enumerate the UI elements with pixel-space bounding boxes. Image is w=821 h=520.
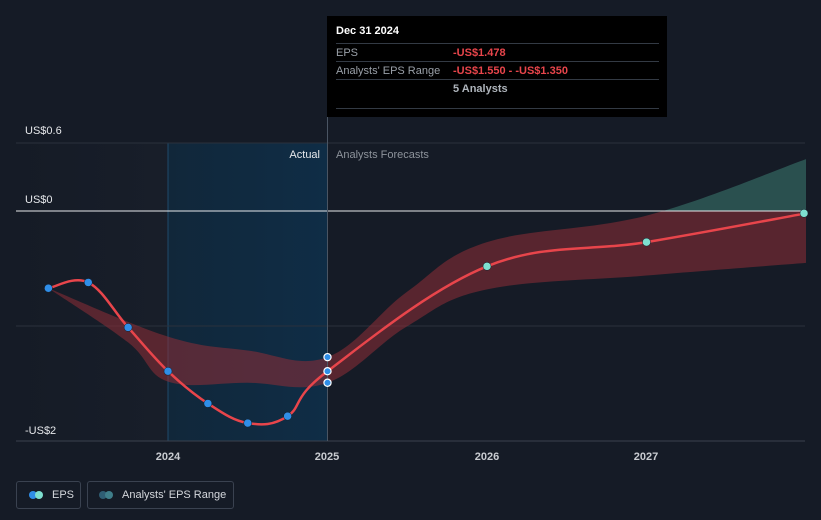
- eps-range-marker: [323, 378, 332, 387]
- legend-label: Analysts' EPS Range: [122, 489, 227, 501]
- tooltip-analyst-count: 5 Analysts: [453, 83, 508, 95]
- eps-range-marker: [323, 352, 332, 362]
- range-band-positive: [662, 159, 806, 211]
- tooltip-date: Dec 31 2024: [336, 25, 399, 37]
- eps-actual-point: [203, 399, 213, 408]
- legend-item-eps[interactable]: EPS: [16, 481, 81, 509]
- eps-actual-point: [163, 366, 173, 376]
- eps-forecast-point: [482, 262, 492, 271]
- eps-actual-point: [123, 323, 133, 332]
- tooltip-value: -US$1.550 - -US$1.350: [453, 64, 568, 77]
- x-tick-label: 2025: [315, 451, 339, 463]
- eps-actual-point: [283, 411, 292, 421]
- eps-range-marker: [323, 367, 332, 376]
- eps-forecast-point: [642, 237, 651, 247]
- tooltip-label: EPS: [336, 46, 359, 59]
- x-tick-label: 2024: [156, 451, 181, 463]
- x-tick-label: 2026: [475, 451, 499, 463]
- legend-label: EPS: [52, 489, 75, 501]
- eps-marker-layer: [44, 209, 809, 428]
- data-tooltip: Dec 31 2024 EPS -US$1.478 Analysts' EPS …: [327, 16, 667, 117]
- eps-actual-point: [84, 278, 93, 287]
- tooltip-row-range: Analysts' EPS Range -US$1.550 - -US$1.35…: [336, 61, 659, 79]
- x-tick-label: 2027: [634, 451, 658, 463]
- tooltip-label: Analysts' EPS Range: [336, 64, 441, 77]
- actual-label: Actual: [289, 149, 320, 161]
- eps-swatch-icon: [29, 491, 43, 499]
- legend-item-range[interactable]: Analysts' EPS Range: [87, 481, 234, 509]
- tooltip-row-analysts: 5 Analysts: [336, 79, 659, 109]
- tooltip-row-eps: EPS -US$1.478: [336, 43, 659, 61]
- eps-actual-point: [243, 418, 252, 428]
- eps-forecast-point: [799, 209, 809, 218]
- forecast-label: Analysts Forecasts: [336, 149, 429, 161]
- range-swatch-icon: [99, 491, 113, 499]
- highlight-period: [168, 143, 328, 441]
- eps-actual-point: [44, 283, 53, 293]
- y-tick-label: US$0.6: [25, 125, 62, 137]
- y-tick-label: -US$2: [25, 425, 56, 437]
- y-tick-label: US$0: [25, 194, 53, 206]
- tooltip-value: -US$1.478: [453, 46, 506, 59]
